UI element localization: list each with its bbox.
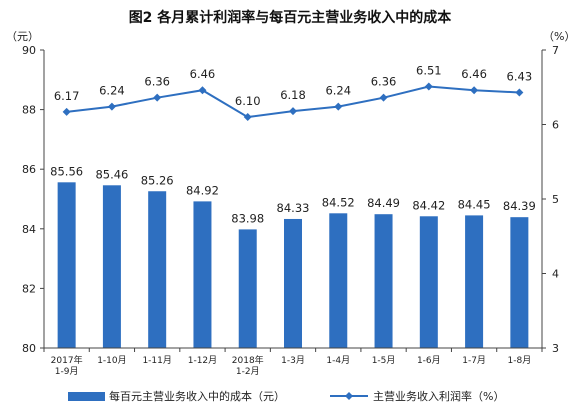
bar [329,213,348,348]
line-marker [515,88,524,97]
bar-value-label: 85.56 [50,164,83,178]
bar [510,217,529,348]
x-axis-category-label: 2018年 [232,354,264,366]
line-marker [153,93,162,102]
left-axis-tick-label: 90 [22,44,36,57]
left-axis-tick-label: 88 [22,104,36,117]
x-axis-category-label: 1-12月 [188,355,217,366]
line-marker [198,86,207,95]
bar-value-label: 83.98 [231,211,264,225]
bar [102,185,121,348]
line-value-label: 6.10 [235,94,261,108]
bar [193,201,212,348]
line-marker [62,107,71,116]
legend: 每百元主营业务收入中的成本（元） 主营业务收入利润率（%） [68,389,504,403]
line-marker [107,102,116,111]
line-marker [379,93,388,102]
legend-line-label: 主营业务收入利润率（%） [373,389,504,403]
left-axis-tick-label: 86 [22,163,36,176]
right-axis-tick-label: 5 [552,193,559,206]
line-value-label: 6.36 [371,75,397,89]
line-marker [243,113,252,122]
line-value-label: 6.46 [461,67,487,81]
line-value-label: 6.51 [416,64,442,78]
left-axis-tick-label: 82 [22,282,36,295]
right-axis-unit: （%） [543,30,575,43]
x-axis-category-label: 1-6月 [417,355,441,366]
x-axis-category-label: 1-4月 [326,355,350,366]
line-value-label: 6.18 [280,88,306,102]
x-axis-category-label: 1-11月 [142,355,171,366]
legend-bar-swatch [68,392,105,401]
x-axis-category-label: 1-2月 [236,366,260,377]
line-series [62,82,524,122]
left-axis-tick-label: 80 [22,342,36,355]
legend-bar-label: 每百元主营业务收入中的成本（元） [109,389,285,403]
bar [419,216,438,348]
bar-value-label: 84.39 [503,199,536,213]
right-axis-tick-label: 7 [552,44,559,57]
x-axis-category-label: 2017年 [51,354,83,366]
bar [374,214,393,348]
right-axis-tick-label: 4 [552,268,559,281]
bar [284,218,302,348]
bar-value-label: 84.45 [458,197,491,211]
x-axis-category-label: 1-10月 [97,355,126,366]
line-value-label: 6.36 [144,75,170,89]
x-axis-category-label: 1-7月 [462,355,486,366]
bar [57,182,76,348]
x-axis-category-label: 1-8月 [508,355,532,366]
bar [148,191,167,348]
line-value-labels: 6.17 6.24 6.36 6.46 6.10 6.18 6.24 6.36 6.51 6.46… [54,64,532,109]
legend-line-marker [345,392,353,400]
bar-series [57,182,529,348]
bar-value-label: 84.33 [277,201,310,215]
line-marker [470,86,479,95]
right-axis-tick-label: 3 [552,342,559,355]
line-value-label: 6.24 [325,84,351,98]
line-value-label: 6.17 [54,89,80,103]
right-axis-tick-label: 6 [552,119,559,132]
bar-value-label: 85.26 [141,173,174,187]
bar-value-label: 84.42 [412,198,445,212]
chart-title: 图2 各月累计利润率与每百元主营业务收入中的成本 [129,9,453,26]
line-value-label: 6.46 [190,67,216,81]
left-axis: 80 82 84 86 88 90 [22,44,45,355]
bar-value-label: 84.52 [322,195,355,209]
line-marker [289,107,297,116]
x-axis-category-label: 1-3月 [281,355,305,366]
line-value-label: 6.24 [99,84,125,98]
left-axis-unit: （元） [6,30,39,43]
x-axis-category-label: 1-5月 [372,355,396,366]
line-marker [424,82,433,91]
bar [238,229,257,348]
bar [465,215,484,348]
bar-value-label: 84.49 [367,196,400,210]
right-axis: 3 4 5 6 7 [541,44,559,355]
bar-value-label: 85.46 [95,167,128,181]
line-marker [334,102,343,111]
left-axis-tick-label: 84 [22,223,36,236]
x-axis-category-label: 1-9月 [55,366,79,377]
line-value-label: 6.43 [507,69,533,83]
bar-value-labels: 85.56 85.46 85.26 84.92 83.98 84.33 84.52 84.49… [50,164,536,225]
bar-value-label: 84.92 [186,183,219,197]
